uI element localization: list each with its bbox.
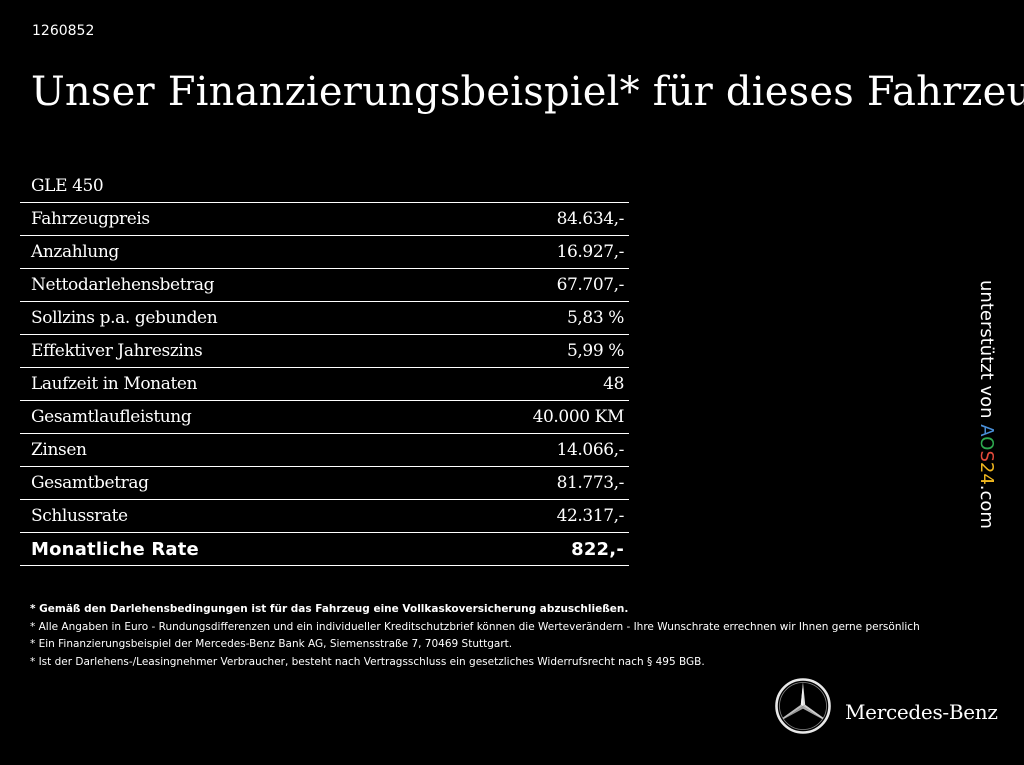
footnote: * Ein Finanzierungsbeispiel der Mercedes… bbox=[30, 638, 513, 650]
table-row: Zinsen 14.066,- bbox=[20, 434, 629, 467]
brand-name: Mercedes-Benz bbox=[845, 700, 998, 724]
table-row: Schlussrate 42.317,- bbox=[20, 500, 629, 533]
row-value: 5,83 % bbox=[566, 308, 624, 328]
row-value: 16.927,- bbox=[556, 242, 625, 262]
row-label: Schlussrate bbox=[31, 506, 128, 526]
row-value: 5,99 % bbox=[566, 341, 624, 361]
row-label: Effektiver Jahreszins bbox=[31, 341, 203, 361]
table-row: Gesamtlaufleistung 40.000 KM bbox=[20, 401, 629, 434]
row-value: 48 bbox=[603, 374, 624, 394]
table-row: Fahrzeugpreis 84.634,- bbox=[20, 203, 629, 236]
row-value: 67.707,- bbox=[556, 275, 625, 295]
row-label: Zinsen bbox=[31, 440, 87, 460]
row-value: 40.000 KM bbox=[532, 407, 625, 427]
footnote: * Alle Angaben in Euro - Rundungsdiffere… bbox=[30, 620, 920, 633]
footnote: * Gemäß den Darlehensbedingungen ist für… bbox=[30, 603, 629, 615]
badge-suffix: .com bbox=[976, 484, 997, 529]
table-row: Sollzins p.a. gebunden 5,83 % bbox=[20, 302, 629, 335]
badge-letter: O bbox=[976, 436, 997, 451]
table-row: Nettodarlehensbetrag 67.707,- bbox=[20, 269, 629, 302]
aos24-badge-text: unterstützt von AOS24.com bbox=[976, 280, 997, 529]
badge-letter: A bbox=[976, 424, 997, 437]
table-row: Anzahlung 16.927,- bbox=[20, 236, 629, 269]
table-row: Gesamtbetrag 81.773,- bbox=[20, 467, 629, 500]
finance-table: GLE 450 Fahrzeugpreis 84.634,- Anzahlung… bbox=[20, 170, 629, 566]
row-value: 14.066,- bbox=[556, 440, 625, 460]
table-row: Effektiver Jahreszins 5,99 % bbox=[20, 335, 629, 368]
monthly-rate-row: Monatliche Rate 822,- bbox=[20, 533, 629, 566]
monthly-rate-value: 822,- bbox=[571, 538, 624, 560]
mercedes-star-icon bbox=[775, 678, 831, 734]
page-title: Unser Finanzierungsbeispiel* für dieses … bbox=[31, 69, 1024, 115]
badge-prefix: unterstützt von bbox=[976, 280, 997, 425]
row-label: Sollzins p.a. gebunden bbox=[31, 308, 218, 328]
badge-letter: S bbox=[976, 450, 997, 462]
ad-id: 1260852 bbox=[32, 23, 95, 39]
row-value: 42.317,- bbox=[556, 506, 625, 526]
footnote: * Ist der Darlehens-/Leasingnehmer Verbr… bbox=[30, 655, 705, 668]
row-value: 84.634,- bbox=[556, 209, 625, 229]
table-row: Laufzeit in Monaten 48 bbox=[20, 368, 629, 401]
row-label: Laufzeit in Monaten bbox=[31, 374, 198, 394]
badge-letter: 2 bbox=[976, 461, 997, 474]
row-value: 81.773,- bbox=[556, 473, 625, 493]
row-label: Gesamtbetrag bbox=[31, 473, 149, 493]
row-label: Nettodarlehensbetrag bbox=[31, 275, 215, 295]
badge-letter: 4 bbox=[976, 473, 997, 485]
row-label: Fahrzeugpreis bbox=[31, 209, 150, 229]
aos24-badge: unterstützt von AOS24.com bbox=[976, 280, 997, 560]
footnotes: * Gemäß den Darlehensbedingungen ist für… bbox=[30, 601, 920, 671]
model-name: GLE 450 bbox=[20, 170, 629, 203]
monthly-rate-label: Monatliche Rate bbox=[31, 538, 199, 560]
row-label: Gesamtlaufleistung bbox=[31, 407, 192, 427]
row-label: Anzahlung bbox=[31, 242, 119, 262]
